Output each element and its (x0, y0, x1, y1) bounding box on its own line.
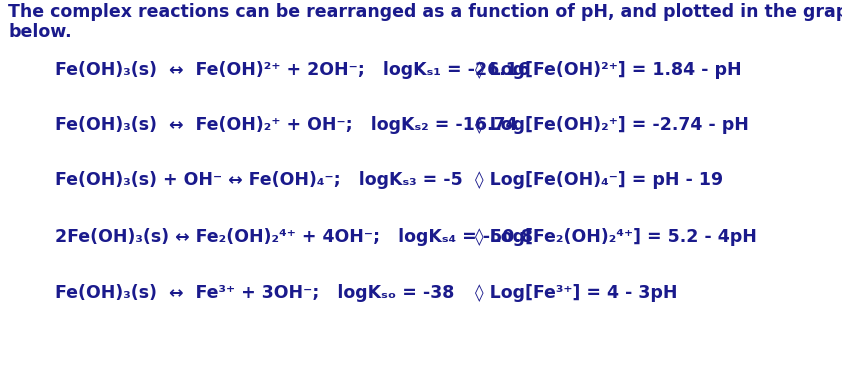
Text: Fe(OH)₃(s)  ↔  Fe³⁺ + 3OH⁻;   logKₛₒ = -38: Fe(OH)₃(s) ↔ Fe³⁺ + 3OH⁻; logKₛₒ = -38 (55, 284, 455, 302)
Text: ◊ Log[Fe(OH)₄⁻] = pH - 19: ◊ Log[Fe(OH)₄⁻] = pH - 19 (475, 171, 723, 189)
Text: Fe(OH)₃(s) + OH⁻ ↔ Fe(OH)₄⁻;   logKₛ₃ = -5: Fe(OH)₃(s) + OH⁻ ↔ Fe(OH)₄⁻; logKₛ₃ = -5 (55, 171, 463, 189)
Text: ◊ Log[Fe₂(OH)₂⁴⁺] = 5.2 - 4pH: ◊ Log[Fe₂(OH)₂⁴⁺] = 5.2 - 4pH (475, 228, 757, 246)
Text: ◊ Log[Fe(OH)₂⁺] = -2.74 - pH: ◊ Log[Fe(OH)₂⁺] = -2.74 - pH (475, 116, 749, 134)
Text: Fe(OH)₃(s)  ↔  Fe(OH)₂⁺ + OH⁻;   logKₛ₂ = -16.74: Fe(OH)₃(s) ↔ Fe(OH)₂⁺ + OH⁻; logKₛ₂ = -1… (55, 116, 518, 134)
Text: below.: below. (8, 23, 72, 41)
Text: ◊ Log[Fe(OH)²⁺] = 1.84 - pH: ◊ Log[Fe(OH)²⁺] = 1.84 - pH (475, 61, 742, 79)
Text: ◊ Log[Fe³⁺] = 4 - 3pH: ◊ Log[Fe³⁺] = 4 - 3pH (475, 284, 678, 302)
Text: Fe(OH)₃(s)  ↔  Fe(OH)²⁺ + 2OH⁻;   logKₛ₁ = -26.16: Fe(OH)₃(s) ↔ Fe(OH)²⁺ + 2OH⁻; logKₛ₁ = -… (55, 61, 530, 79)
Text: The complex reactions can be rearranged as a function of pH, and plotted in the : The complex reactions can be rearranged … (8, 3, 842, 21)
Text: 2Fe(OH)₃(s) ↔ Fe₂(OH)₂⁴⁺ + 4OH⁻;   logKₛ₄ = -50.8: 2Fe(OH)₃(s) ↔ Fe₂(OH)₂⁴⁺ + 4OH⁻; logKₛ₄ … (55, 228, 533, 246)
